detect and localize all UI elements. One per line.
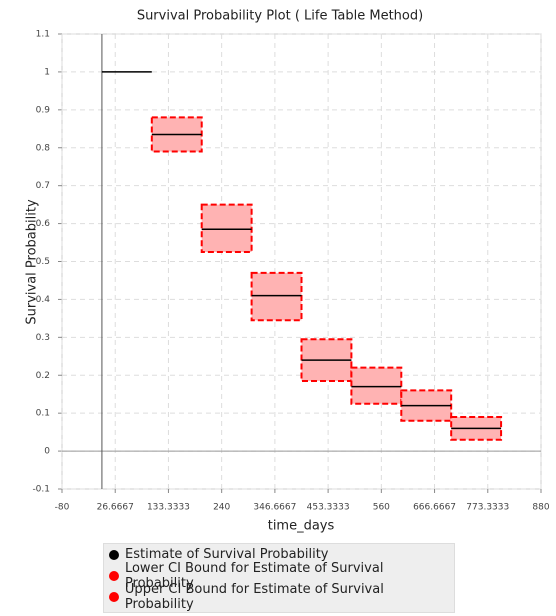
x-tick-label: 26.6667 <box>97 503 134 513</box>
x-tick-label: 346.6667 <box>253 503 296 513</box>
y-axis-title: Survival Probability <box>25 199 40 325</box>
ci-band <box>200 203 253 254</box>
y-tick-label: 0.7 <box>36 181 50 191</box>
y-tick-label: 1 <box>44 67 50 77</box>
y-tick-label: 1.1 <box>36 30 50 40</box>
x-tick-label: 666.6667 <box>413 503 456 513</box>
x-tick-label: 240 <box>213 503 230 513</box>
chart-title: Survival Probability Plot ( Life Table M… <box>137 9 423 24</box>
legend-item[interactable]: Lower CI Bound for Estimate of Survival … <box>104 561 454 591</box>
y-tick-label: 0.4 <box>36 295 51 305</box>
legend-label: Estimate of Survival Probability <box>125 547 329 562</box>
chart: Survival Probability Plot ( Life Table M… <box>25 9 550 534</box>
legend: Estimate of Survival Probability Lower CI… <box>103 543 455 613</box>
x-tick-label: 773.3333 <box>466 503 509 513</box>
y-tick-label: 0.6 <box>36 219 51 229</box>
x-axis-title: time_days <box>268 519 335 534</box>
x-tick-label: 880 <box>532 503 549 513</box>
legend-label: Upper CI Bound for Estimate of Survival … <box>124 581 384 612</box>
y-tick-label: -0.1 <box>32 485 50 495</box>
y-tick-label: 0.5 <box>36 257 50 267</box>
y-tick-label: 0.9 <box>36 105 51 115</box>
x-tick-label: 133.3333 <box>147 503 190 513</box>
y-tick-label: 0.8 <box>36 143 51 153</box>
y-tick-label: 0.2 <box>36 371 50 381</box>
y-tick-label: 0.3 <box>36 333 50 343</box>
y-tick-label: 0.1 <box>36 409 50 419</box>
legend-marker <box>109 549 119 560</box>
x-tick-label: -80 <box>55 503 70 513</box>
legend-item[interactable]: Estimate of Survival Probability <box>104 544 454 565</box>
legend-item[interactable]: Upper CI Bound for Estimate of Survival … <box>104 582 454 612</box>
legend-marker <box>109 570 119 581</box>
x-tick-label: 453.3333 <box>307 503 350 513</box>
ci-band <box>350 366 403 405</box>
legend-label: Lower CI Bound for Estimate of Survival … <box>124 560 384 591</box>
ci-band <box>250 271 303 322</box>
x-tick-label: 560 <box>373 503 390 513</box>
y-tick-label: 0 <box>44 447 50 457</box>
legend-marker <box>109 591 119 602</box>
